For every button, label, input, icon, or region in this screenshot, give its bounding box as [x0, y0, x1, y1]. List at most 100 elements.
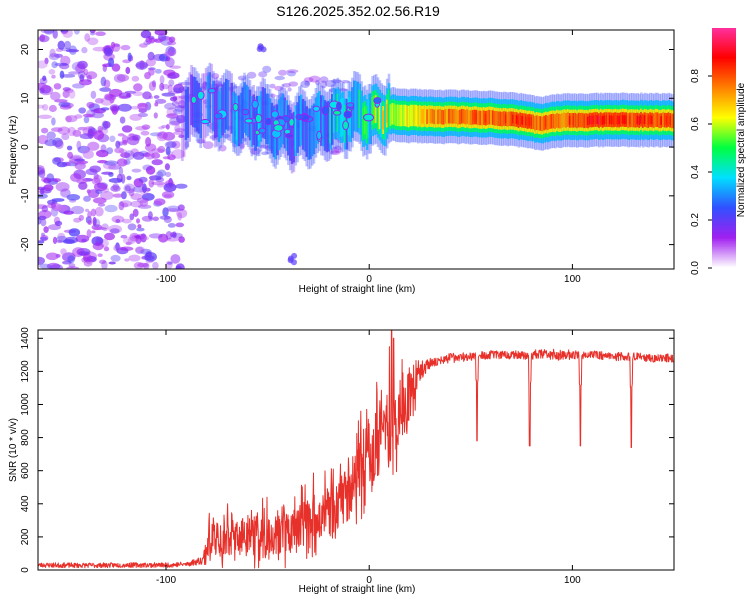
noise-blob [109, 135, 116, 143]
noise-blob [41, 104, 49, 111]
noise-blob [300, 80, 311, 88]
snr-y-ticks: 0 200 400 600 800 1000 1200 1400 [20, 327, 674, 573]
noise-blob [50, 91, 61, 101]
noise-blob [119, 116, 126, 124]
trace-cell [418, 104, 422, 127]
noise-blob [82, 149, 94, 159]
noise-blob [118, 95, 128, 99]
noise-blob [137, 102, 148, 107]
noise-blob [40, 218, 47, 227]
trace-cell [543, 115, 546, 131]
noise-blob [325, 80, 336, 88]
noise-blob [91, 111, 105, 119]
noise-blob [113, 43, 121, 47]
noise-blob [140, 233, 147, 243]
noise-blob [333, 145, 342, 153]
noise-blob [57, 232, 66, 241]
noise-blob [177, 204, 185, 211]
trace-blob [244, 118, 254, 124]
trace-blob [346, 102, 355, 108]
trace-cell [477, 110, 480, 126]
colorbar-strip [712, 128, 736, 131]
trace-cell [201, 73, 204, 144]
trace-cell [362, 107, 365, 136]
noise-blob [131, 168, 142, 173]
noise-blob [139, 43, 148, 48]
colorbar-strip [712, 64, 736, 67]
noise-blob [64, 40, 71, 50]
noise-blob [72, 129, 82, 137]
noise-blob [287, 87, 292, 92]
noise-blob [128, 188, 135, 197]
noise-blob [127, 223, 137, 231]
noise-blob [174, 104, 185, 113]
noise-blob [165, 124, 170, 130]
trace-cell [342, 97, 345, 136]
colorbar-tick-label: 0.6 [690, 117, 701, 131]
trace-cell [384, 101, 387, 140]
noise-blob [164, 163, 170, 171]
colorbar-strip [712, 112, 736, 115]
colorbar-strip [712, 94, 736, 97]
noise-blob [84, 33, 91, 42]
trace-cell [301, 99, 305, 150]
noise-blob [154, 30, 168, 36]
noise-blob [157, 131, 168, 139]
trace-cell [376, 93, 380, 132]
colorbar-strip [712, 238, 736, 241]
noise-blob [176, 114, 187, 124]
colorbar-strip [712, 88, 736, 91]
trace-cell [545, 118, 548, 127]
noise-blob [108, 178, 123, 183]
noise-blob [70, 205, 85, 215]
noise-blob [288, 81, 299, 87]
colorbar-strip [712, 42, 736, 45]
noise-blob [167, 261, 173, 265]
colorbar-strip [712, 204, 736, 207]
noise-blob [174, 128, 186, 132]
trace-cell [407, 105, 411, 128]
trace-cell [239, 92, 243, 144]
noise-blob [62, 87, 71, 92]
x-tick-label: 100 [564, 575, 581, 586]
colorbar-strip [712, 230, 736, 233]
colorbar-strip [712, 184, 736, 187]
y-tick-label: 0 [20, 144, 31, 150]
trace-cell [645, 112, 649, 128]
colorbar-strip [712, 258, 736, 261]
noise-blob [39, 263, 52, 269]
noise-blob [66, 145, 73, 151]
noise-blob [108, 261, 116, 265]
noise-blob [89, 30, 96, 34]
colorbar-strip [712, 160, 736, 163]
trace-cell [612, 115, 616, 125]
noise-blob [97, 202, 106, 207]
trace-blob [312, 105, 321, 112]
trace-cell [501, 111, 504, 127]
colorbar-strip [712, 156, 736, 159]
noise-blob [286, 69, 299, 74]
noise-blob [140, 130, 150, 136]
noise-blob [154, 38, 163, 43]
noise-blob [82, 253, 92, 263]
noise-blob [172, 87, 182, 93]
noise-blob [180, 81, 191, 86]
noise-blob [161, 191, 175, 199]
noise-blob [142, 183, 147, 194]
colorbar-strip [712, 104, 736, 107]
trace-cell [574, 112, 577, 128]
trace-cell [358, 90, 362, 128]
noise-blob [175, 263, 185, 269]
trace-cell [228, 71, 232, 141]
noise-blob [54, 139, 64, 149]
noise-blob [54, 99, 68, 103]
noise-blob [168, 36, 176, 43]
trace-cell [314, 97, 318, 149]
trace-blob [342, 120, 350, 131]
x-tick-label: 0 [366, 575, 372, 586]
noise-blob [66, 266, 80, 269]
colorbar-strip [712, 152, 736, 155]
noise-blob [62, 30, 73, 38]
noise-blob [103, 246, 110, 252]
colorbar-strip [712, 72, 736, 75]
